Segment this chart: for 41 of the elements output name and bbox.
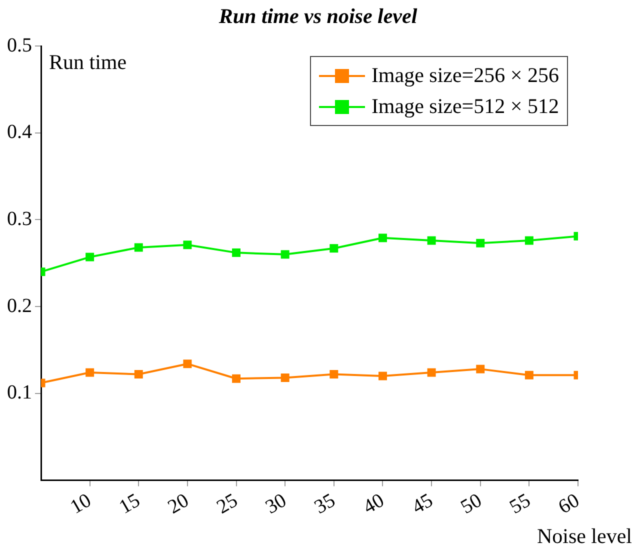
x-tick-label: 15	[115, 489, 144, 518]
y-tick-label: 0.3	[7, 208, 32, 230]
point	[134, 243, 143, 252]
point	[330, 244, 338, 253]
point	[232, 374, 241, 383]
point	[524, 370, 534, 380]
point	[378, 372, 387, 380]
point	[330, 370, 338, 379]
point	[476, 364, 485, 374]
y-tick-label: 0.2	[7, 294, 32, 317]
x-tick-label: 60	[554, 489, 584, 518]
legend-label: Image size=512 × 512	[371, 94, 559, 119]
x-tick-label: 10	[66, 489, 95, 518]
point	[280, 374, 290, 382]
point	[476, 238, 485, 248]
x-tick-label: 30	[262, 489, 290, 518]
point	[134, 370, 143, 379]
point	[524, 236, 534, 245]
point	[183, 360, 192, 368]
point	[183, 240, 192, 250]
y-tick-label: 0.1	[7, 382, 32, 404]
x-tick-label: 45	[408, 489, 437, 518]
x-tick-label: 55	[506, 489, 534, 518]
legend-label: Image size=256 × 256	[371, 63, 559, 88]
x-tick-label: 35	[310, 489, 340, 518]
x-tick-label: 20	[164, 489, 193, 518]
point	[86, 368, 94, 377]
y-tick-label: 0.4	[7, 121, 32, 144]
point	[86, 252, 94, 262]
point	[378, 234, 387, 242]
point	[232, 248, 241, 257]
point	[280, 250, 290, 259]
x-tick-label: 50	[457, 489, 486, 518]
y-tick-label: 0.5	[7, 34, 32, 56]
y-axis-title: Run time	[49, 50, 127, 75]
x-tick-label: 25	[213, 489, 242, 518]
x-tick-label: 40	[360, 489, 388, 518]
chart-title: Run time vs noise level	[218, 4, 418, 29]
x-axis-title: Noise level	[536, 524, 632, 550]
point	[427, 368, 436, 377]
point	[427, 236, 436, 245]
